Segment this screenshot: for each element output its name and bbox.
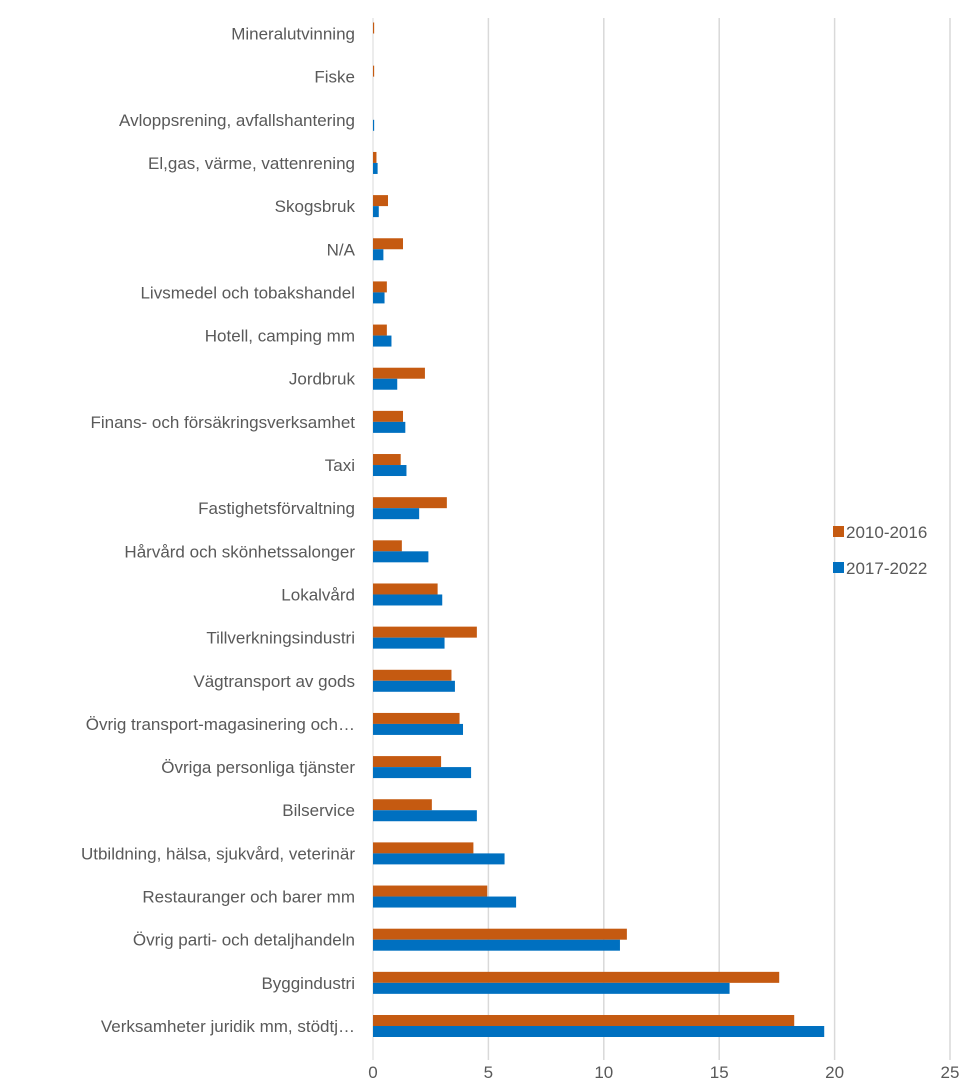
bar-series1 [373, 324, 387, 336]
bars [373, 22, 825, 1037]
bar-series1 [373, 971, 780, 983]
bar-series1 [373, 151, 377, 163]
bar-series2 [373, 767, 472, 779]
bar-series1 [373, 410, 404, 422]
bar-series2 [373, 335, 392, 347]
category-labels: Mineralutvinning Fiske Avloppsrening, avfa… [81, 25, 356, 1037]
bar-series2 [373, 551, 429, 563]
bar-series2 [373, 162, 378, 174]
bar-series1 [373, 65, 375, 77]
bar-series1 [373, 885, 488, 897]
category-label: Övrig parti- och detaljhandeln [133, 931, 355, 950]
category-label: Taxi [325, 456, 355, 475]
gridlines [372, 18, 951, 1060]
category-label: Övriga personliga tjänster [161, 758, 355, 777]
bar-series2 [373, 896, 517, 908]
bar-series1 [373, 238, 404, 250]
x-axis-tick-labels: 0 5 10 15 20 25 [368, 1063, 959, 1082]
bar-series1 [373, 497, 447, 509]
category-label: Livsmedel och tobakshandel [140, 283, 355, 302]
bar-series2 [373, 982, 730, 994]
bar-series1 [373, 281, 387, 293]
category-label: Hotell, camping mm [205, 327, 355, 346]
x-tick-label: 5 [484, 1063, 493, 1082]
category-label: Avloppsrening, avfallshantering [119, 111, 355, 130]
x-tick-label: 25 [941, 1063, 960, 1082]
bar-series1 [373, 22, 375, 34]
bar-series1 [373, 454, 401, 466]
bar-series1 [373, 1015, 795, 1026]
bar-series1 [373, 367, 425, 379]
x-tick-label: 10 [594, 1063, 613, 1082]
bar-series2 [373, 508, 420, 520]
category-label: Byggindustri [261, 974, 355, 993]
category-label: Finans- och försäkringsverksamhet [90, 413, 355, 432]
legend-swatch [833, 562, 844, 573]
bar-series2 [373, 206, 379, 218]
bar-series1 [373, 712, 460, 724]
bar-series2 [373, 1026, 825, 1037]
bar-series1 [373, 626, 477, 638]
x-tick-label: 20 [825, 1063, 844, 1082]
category-label: Fiske [314, 68, 355, 87]
bar-series2 [373, 637, 445, 649]
bar-series2 [373, 119, 375, 131]
bar-series2 [373, 378, 398, 390]
bar-series2 [373, 465, 407, 477]
bar-series2 [373, 680, 455, 692]
category-label: N/A [327, 240, 356, 259]
bar-series1 [373, 842, 474, 854]
bar-series2 [373, 723, 464, 735]
bar-series2 [373, 421, 406, 433]
bar-series2 [373, 939, 620, 951]
bar-series1 [373, 583, 438, 595]
category-label: Fastighetsförvaltning [198, 499, 355, 518]
bar-series1 [373, 195, 389, 207]
category-label: Vägtransport av gods [193, 672, 355, 691]
category-label: Tillverkningsindustri [206, 629, 355, 648]
bar-series1 [373, 928, 627, 940]
bar-series1 [373, 799, 432, 811]
category-label: Lokalvård [281, 585, 355, 604]
category-label: Restauranger och barer mm [142, 888, 355, 907]
bar-series1 [373, 756, 442, 768]
bar-series2 [373, 249, 384, 261]
category-label: Utbildning, hälsa, sjukvård, veterinär [81, 844, 355, 863]
category-label: Mineralutvinning [231, 25, 355, 44]
category-label: Hårvård och skönhetssalonger [124, 542, 355, 561]
bar-series1 [373, 540, 402, 552]
bar-series2 [373, 594, 443, 606]
legend-swatch [833, 526, 844, 537]
category-label: Skogsbruk [275, 197, 356, 216]
x-tick-label: 15 [710, 1063, 729, 1082]
bar-series1 [373, 669, 452, 681]
bar-series2 [373, 810, 477, 822]
category-label: Verksamheter juridik mm, stödtj… [101, 1017, 355, 1036]
category-label: El,gas, värme, vattenrening [148, 154, 355, 173]
category-label: Jordbruk [289, 370, 356, 389]
bar-series2 [373, 853, 505, 865]
legend-label: 2017-2022 [846, 559, 927, 578]
legend: 2010-2016 2017-2022 [833, 523, 927, 578]
legend-label: 2010-2016 [846, 523, 927, 542]
category-label: Övrig transport-magasinering och… [86, 715, 355, 734]
category-label: Bilservice [282, 801, 355, 820]
bar-series2 [373, 292, 385, 304]
x-tick-label: 0 [368, 1063, 377, 1082]
